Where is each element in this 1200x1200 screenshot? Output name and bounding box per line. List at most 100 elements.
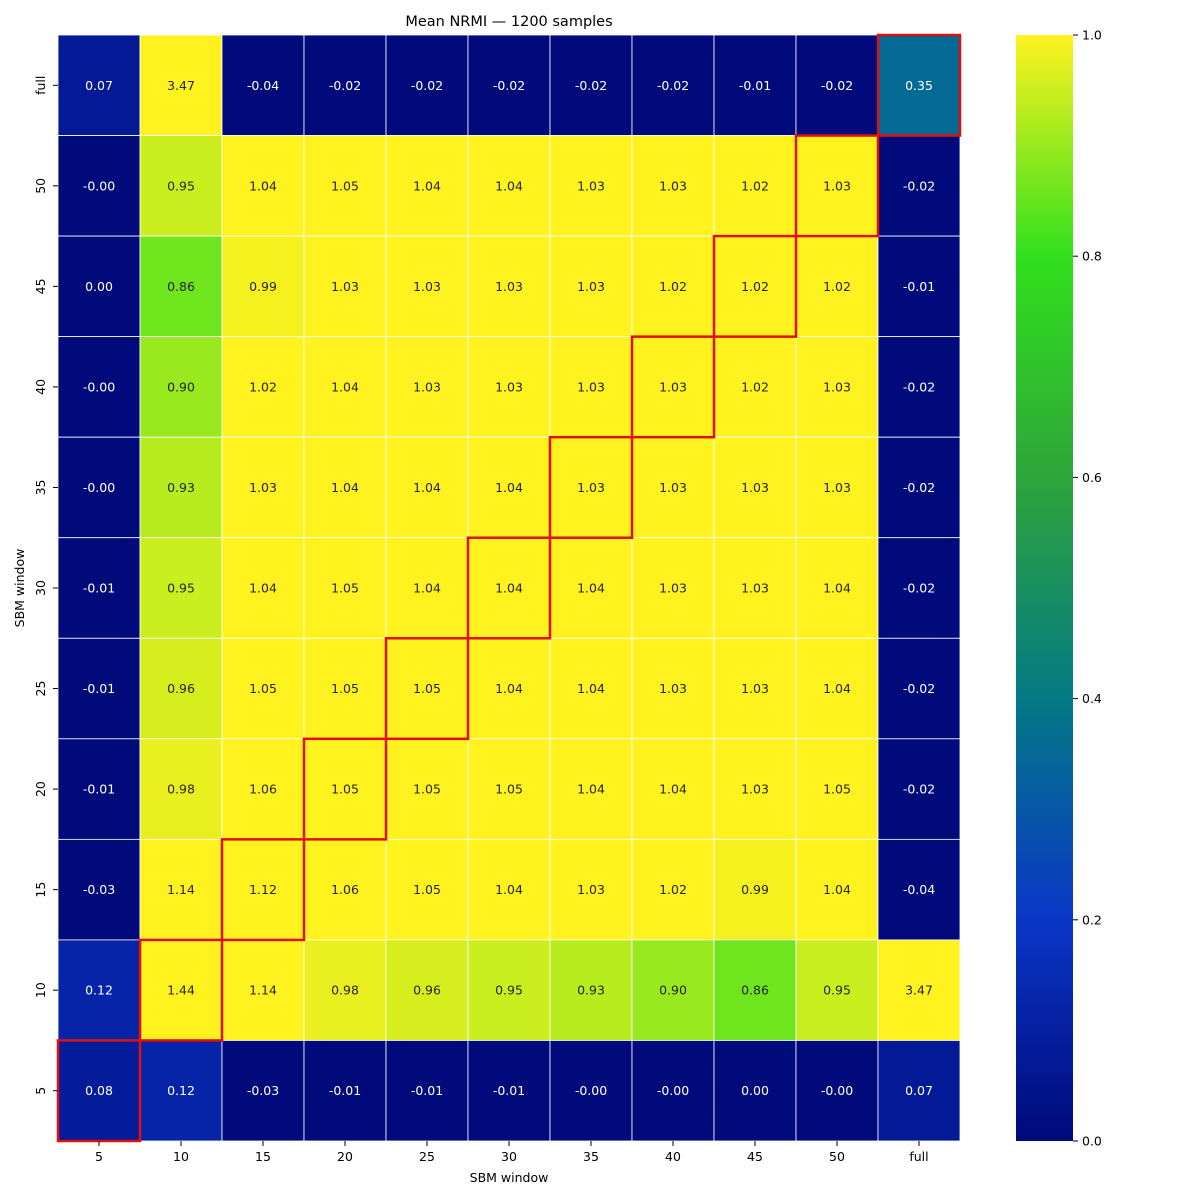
y-axis-label: SBM window (12, 549, 27, 628)
heatmap-cell (385, 34, 469, 136)
heatmap-cell (877, 336, 961, 438)
heatmap-cell (631, 135, 715, 237)
heatmap-cell (467, 135, 551, 237)
heatmap-cell (549, 135, 633, 237)
cell-value-label: -0.00 (83, 379, 115, 394)
heatmap-cell (221, 336, 305, 438)
cell-value-label: -0.02 (411, 78, 443, 93)
heatmap-cell (795, 1040, 879, 1142)
cell-value-label: 1.04 (823, 882, 851, 897)
cell-value-label: 0.98 (331, 983, 359, 998)
cell-value-label: 1.05 (495, 782, 523, 797)
heatmap-cell (303, 738, 387, 840)
heatmap-cell (713, 637, 797, 740)
colorbar-tick-label: 0.8 (1082, 249, 1102, 264)
heatmap-cell (303, 637, 387, 740)
cell-value-label: 1.03 (741, 480, 769, 495)
heatmap-cell (467, 235, 551, 338)
cell-value-label: 1.04 (249, 581, 277, 596)
cell-value-label: -0.01 (493, 1083, 525, 1098)
cell-value-label: 1.03 (577, 379, 605, 394)
x-tick-label: 40 (665, 1149, 681, 1164)
cell-value-label: 1.03 (577, 882, 605, 897)
cell-value-label: 1.03 (577, 279, 605, 294)
heatmap-cells: 0.07 3.47 -0.04 -0.02 -0.02 -0.02 -0.02 -0.02 -0… (57, 34, 961, 1142)
heatmap-cell (549, 336, 633, 438)
heatmap-cell (795, 637, 879, 740)
heatmap-cell (303, 939, 387, 1041)
cell-value-label: 1.04 (249, 178, 277, 193)
heatmap-cell (467, 1040, 551, 1142)
cell-value-label: -0.03 (247, 1083, 279, 1098)
cell-value-label: 1.05 (413, 681, 441, 696)
heatmap-cell (221, 34, 305, 136)
heatmap-cell (467, 838, 551, 941)
highlight-cell-outline (794, 134, 880, 238)
cell-value-label: 1.04 (495, 480, 523, 495)
heatmap-cell (795, 738, 879, 840)
heatmap-cell (221, 235, 305, 338)
cell-value-label: -0.02 (821, 78, 853, 93)
cell-value-label: -0.01 (903, 279, 935, 294)
heatmap-cell (303, 1040, 387, 1142)
heatmap-cell (549, 637, 633, 740)
cell-value-label: 0.95 (495, 983, 523, 998)
heatmap-cell (713, 436, 797, 539)
cell-value-label: 1.03 (495, 279, 523, 294)
cell-value-label: 1.03 (741, 782, 769, 797)
cell-value-label: -0.02 (903, 581, 935, 596)
heatmap-cell (549, 738, 633, 840)
cell-value-label: 1.04 (413, 581, 441, 596)
heatmap-cell (877, 738, 961, 840)
cell-value-label: 1.05 (823, 782, 851, 797)
cell-value-label: 1.02 (823, 279, 851, 294)
colorbar-ticks: 0.0 0.2 0.4 0.6 0.8 1.0 (1073, 28, 1102, 1149)
cell-value-label: 1.03 (577, 178, 605, 193)
heatmap-cell (713, 336, 797, 438)
cell-value-label: 1.14 (249, 983, 277, 998)
cell-value-label: -0.00 (821, 1083, 853, 1098)
cell-value-label: 0.96 (413, 983, 441, 998)
cell-value-label: -0.02 (903, 681, 935, 696)
cell-value-label: -0.01 (411, 1083, 443, 1098)
cell-value-label: -0.01 (739, 78, 771, 93)
cell-value-label: -0.02 (903, 782, 935, 797)
cell-value-label: 1.05 (331, 581, 359, 596)
y-tick-label: 5 (33, 1087, 48, 1095)
heatmap-cell (877, 637, 961, 740)
heatmap-cell (795, 135, 879, 237)
cell-value-label: 1.03 (331, 279, 359, 294)
cell-value-label: 0.00 (741, 1083, 769, 1098)
heatmap-cell (57, 838, 141, 941)
cell-value-label: 1.04 (495, 178, 523, 193)
heatmap-cell (795, 34, 879, 136)
cell-value-label: 1.03 (741, 681, 769, 696)
colorbar-tick-label: 0.2 (1082, 912, 1102, 927)
cell-value-label: 1.04 (495, 882, 523, 897)
cell-value-label: 1.02 (741, 178, 769, 193)
heatmap-cell (139, 537, 223, 639)
heatmap-cell (221, 436, 305, 539)
y-axis: full 50 45 40 35 30 25 20 15 10 5 (33, 76, 58, 1095)
cell-value-label: 1.05 (331, 782, 359, 797)
cell-value-label: 1.03 (659, 178, 687, 193)
heatmap-cell (877, 939, 961, 1041)
highlight-cell-outline (548, 435, 634, 539)
highlight-cell-outline (712, 234, 798, 338)
x-tick-label: 45 (747, 1149, 763, 1164)
x-tick-label: 30 (501, 1149, 517, 1164)
heatmap-cell (139, 1040, 223, 1142)
heatmap-cell (631, 838, 715, 941)
heatmap-cell (57, 436, 141, 539)
cell-value-label: 0.90 (659, 983, 687, 998)
cell-value-label: -0.00 (575, 1083, 607, 1098)
cell-value-label: 1.03 (577, 480, 605, 495)
cell-value-label: -0.02 (903, 379, 935, 394)
heatmap-cell (303, 34, 387, 136)
heatmap-cell (385, 1040, 469, 1142)
heatmap-cell (467, 637, 551, 740)
cell-value-label: 0.95 (167, 178, 195, 193)
cell-value-label: -0.04 (247, 78, 279, 93)
cell-value-label: 0.96 (167, 681, 195, 696)
heatmap-cell (303, 135, 387, 237)
